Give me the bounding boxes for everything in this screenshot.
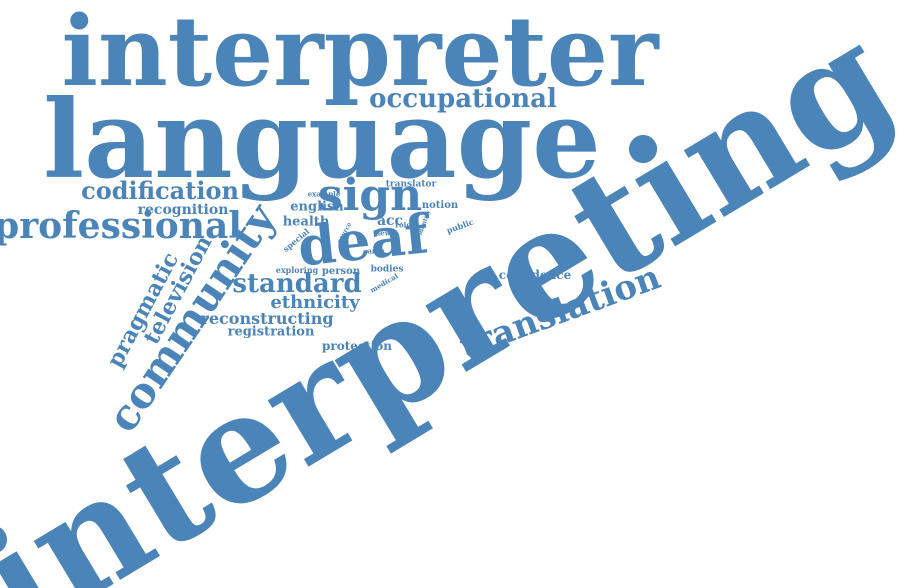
word-recognition: recognition [137,202,229,218]
word-role: role [395,220,411,230]
word-reconstructing: reconstructing [200,309,334,328]
word-new: new [375,228,391,238]
word-person: person [321,266,361,277]
word-exploring: exploring [275,265,319,275]
word-professional: professional [0,205,242,247]
word-codification: codification [81,176,239,205]
word-sign: sign [317,170,423,221]
word-ethnicity: ethnicity [270,292,360,313]
word-acc: acc [376,213,404,229]
word-example: example [307,189,341,199]
word-notion: notion [421,200,459,211]
word-occupational: occupational [369,84,557,114]
word-area: area [367,246,385,256]
word-health: health [282,214,330,230]
word-confidence: confidence [498,268,572,282]
word-language: language [43,77,601,203]
word-standard: standard [232,269,362,299]
word-registration: registration [227,324,315,340]
word-english: english [290,199,344,215]
word-translator: translator [385,179,437,190]
word-interpreter: interpreter [61,0,659,108]
word-protection: protection [321,339,393,353]
word-bodies: bodies [370,264,404,275]
